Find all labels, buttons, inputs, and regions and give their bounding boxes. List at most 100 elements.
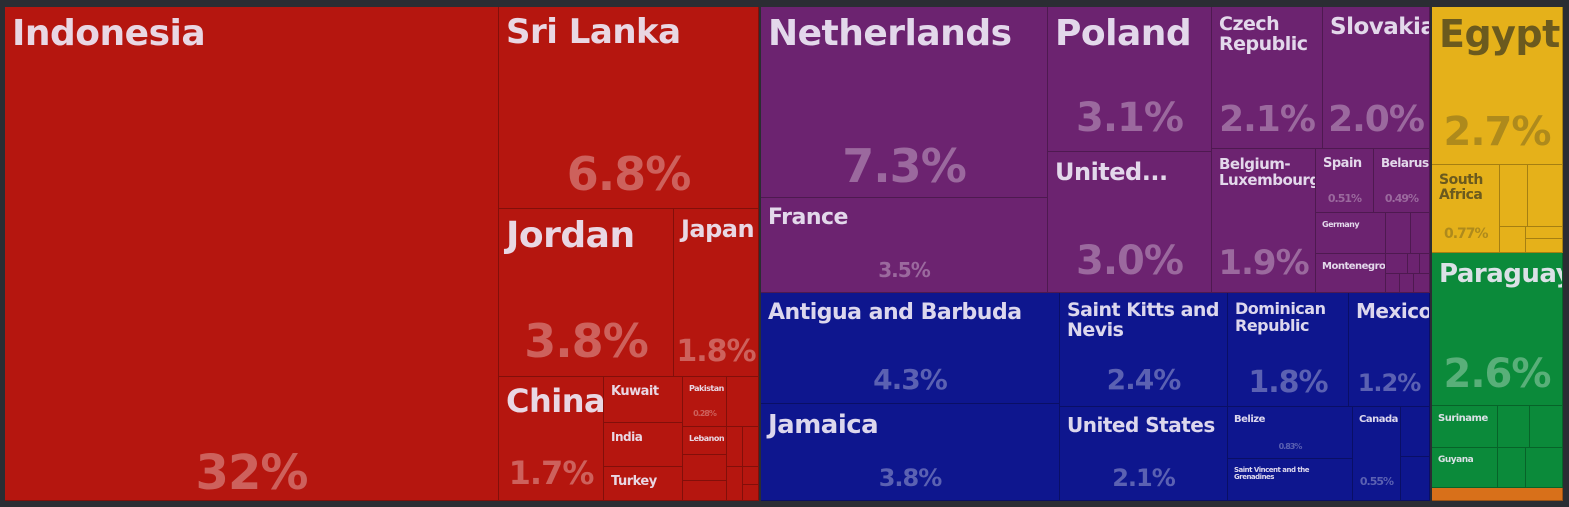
treemap-tile-jordan[interactable]: Jordan 3.8% xyxy=(499,209,674,377)
tile-label: Belgium- Luxembourg xyxy=(1219,155,1316,189)
treemap-tile-japan[interactable]: Japan 1.8% xyxy=(674,209,759,377)
tile-label: Germany xyxy=(1322,220,1360,229)
tile-label: Poland xyxy=(1055,13,1192,54)
tile-value: 2.7% xyxy=(1443,109,1552,155)
tile-label: Saint Vincent and the Grenadines xyxy=(1234,466,1310,482)
treemap-tile-small[interactable] xyxy=(743,467,759,485)
treemap-tile-south-africa[interactable]: South Africa 0.77% xyxy=(1432,165,1500,253)
treemap-tile-small[interactable] xyxy=(1386,213,1411,254)
treemap-tile-germany[interactable]: Germany xyxy=(1316,213,1386,254)
treemap-tile-indonesia[interactable]: Indonesia 32% xyxy=(5,7,499,501)
tile-label: Lebanon xyxy=(689,434,725,443)
tile-value: 2.4% xyxy=(1106,363,1182,396)
treemap-tile-guyana[interactable]: Guyana xyxy=(1432,448,1498,488)
treemap-tile-small[interactable] xyxy=(727,467,743,501)
treemap-tile-small[interactable] xyxy=(1498,406,1530,448)
treemap-tile-saint-kitts-and-nevis[interactable]: Saint Kitts and Nevis 2.4% xyxy=(1060,293,1228,407)
treemap-tile-united[interactable]: United... 3.0% xyxy=(1048,152,1212,293)
treemap-tile-small[interactable] xyxy=(1526,448,1563,488)
tile-label: Pakistan xyxy=(689,384,724,393)
treemap-tile-small[interactable] xyxy=(1530,406,1563,448)
tile-label: Indonesia xyxy=(12,13,206,54)
treemap-tile-small[interactable] xyxy=(1528,165,1563,227)
treemap-tile-small[interactable] xyxy=(1411,213,1430,254)
tile-value: 0.28% xyxy=(693,409,717,418)
treemap-tile-small[interactable] xyxy=(1414,274,1430,293)
treemap-tile-small[interactable] xyxy=(727,427,743,467)
treemap-tile-belize[interactable]: Belize 0.83% xyxy=(1228,407,1353,459)
treemap-tile-montenegro[interactable]: Montenegro xyxy=(1316,254,1386,293)
tile-value: 2.0% xyxy=(1328,99,1425,140)
treemap-tile-canada[interactable]: Canada 0.55% xyxy=(1353,407,1401,501)
treemap-tile-united-states[interactable]: United States 2.1% xyxy=(1060,407,1228,501)
treemap-tile-sri-lanka[interactable]: Sri Lanka 6.8% xyxy=(499,7,759,209)
treemap-tile-lebanon[interactable]: Lebanon xyxy=(683,427,727,455)
tile-value: 0.83% xyxy=(1278,442,1303,451)
treemap-tile-small[interactable] xyxy=(1526,239,1563,253)
treemap-tile-netherlands[interactable]: Netherlands 7.3% xyxy=(761,7,1048,198)
tile-label: United... xyxy=(1055,158,1168,186)
treemap-tile-belarus[interactable]: Belarus 0.49% xyxy=(1374,149,1430,213)
treemap-tile-paraguay[interactable]: Paraguay 2.6% xyxy=(1432,253,1563,406)
tile-value: 3.5% xyxy=(878,258,930,282)
treemap-tile-egypt[interactable]: Egypt 2.7% xyxy=(1432,7,1563,165)
tile-label: China xyxy=(506,382,604,420)
tile-value: 4.3% xyxy=(873,363,948,396)
tile-label: South Africa xyxy=(1439,172,1483,203)
treemap-tile-czech-republic[interactable]: Czech Republic 2.1% xyxy=(1212,7,1323,149)
treemap-tile-small[interactable] xyxy=(743,427,759,467)
treemap-tile-small[interactable] xyxy=(1401,457,1430,501)
treemap-tile-pakistan[interactable]: Pakistan 0.28% xyxy=(683,377,727,427)
tile-value: 1.8% xyxy=(676,334,756,369)
tile-label: Slovakia xyxy=(1330,14,1430,40)
tile-value: 2.6% xyxy=(1443,351,1552,397)
treemap-tile-poland[interactable]: Poland 3.1% xyxy=(1048,7,1212,152)
treemap-tile-mexico[interactable]: Mexico 1.2% xyxy=(1349,293,1430,407)
treemap-tile-small[interactable] xyxy=(1500,227,1526,253)
treemap-tile-china[interactable]: China 1.7% xyxy=(499,377,604,501)
tile-value: 2.1% xyxy=(1112,464,1176,492)
treemap-tile-belgium-luxembourg[interactable]: Belgium- Luxembourg 1.9% xyxy=(1212,149,1316,293)
tile-label: Jordan xyxy=(506,215,635,256)
treemap-tile-small[interactable] xyxy=(1386,274,1400,293)
tile-value: 3.8% xyxy=(524,314,649,368)
tile-value: 1.8% xyxy=(1248,365,1328,400)
treemap-tile-dominican-republic[interactable]: Dominican Republic 1.8% xyxy=(1228,293,1349,407)
tile-label: Montenegro xyxy=(1322,261,1386,272)
treemap-tile-saint-vincent-and-the-grenadines[interactable]: Saint Vincent and the Grenadines xyxy=(1228,459,1353,501)
treemap-tile-india[interactable]: India xyxy=(604,423,683,467)
treemap-tile-spain[interactable]: Spain 0.51% xyxy=(1316,149,1374,213)
treemap-tile-turkey[interactable]: Turkey xyxy=(604,467,683,501)
treemap-tile-small[interactable] xyxy=(1526,227,1563,239)
tile-value: 0.49% xyxy=(1384,192,1419,205)
treemap-tile-slovakia[interactable]: Slovakia 2.0% xyxy=(1323,7,1430,149)
treemap-tile-france[interactable]: France 3.5% xyxy=(761,198,1048,293)
tile-label: Antigua and Barbuda xyxy=(768,300,1022,325)
treemap-tile-small[interactable] xyxy=(683,455,727,481)
treemap-tile-small[interactable] xyxy=(727,377,759,427)
treemap-tile-small[interactable] xyxy=(683,481,727,501)
tile-label: Canada xyxy=(1359,414,1398,425)
treemap-tile-small[interactable] xyxy=(1408,254,1420,274)
tile-value: 0.55% xyxy=(1359,475,1394,488)
tile-value: 3.8% xyxy=(878,464,943,492)
treemap-tile-jamaica[interactable]: Jamaica 3.8% xyxy=(761,404,1060,501)
tile-value: 32% xyxy=(195,445,309,501)
tile-value: 3.0% xyxy=(1076,238,1184,284)
treemap-tile-suriname[interactable]: Suriname xyxy=(1432,406,1498,448)
treemap-tile-small[interactable] xyxy=(1401,407,1430,457)
treemap-tile-small[interactable] xyxy=(1500,165,1528,227)
tile-label: Jamaica xyxy=(768,410,879,440)
tile-label: Netherlands xyxy=(768,13,1012,54)
treemap-group-oceania[interactable] xyxy=(1432,488,1563,501)
treemap-tile-small[interactable] xyxy=(1498,448,1526,488)
treemap-tile-small[interactable] xyxy=(1400,274,1414,293)
tile-value: 1.9% xyxy=(1218,243,1309,283)
treemap-tile-small[interactable] xyxy=(743,485,759,501)
treemap-tile-small[interactable] xyxy=(1420,254,1430,274)
treemap-tile-kuwait[interactable]: Kuwait xyxy=(604,377,683,423)
treemap-tile-antigua-and-barbuda[interactable]: Antigua and Barbuda 4.3% xyxy=(761,293,1060,404)
treemap-tile-small[interactable] xyxy=(1386,254,1408,274)
tile-label: France xyxy=(768,205,848,230)
